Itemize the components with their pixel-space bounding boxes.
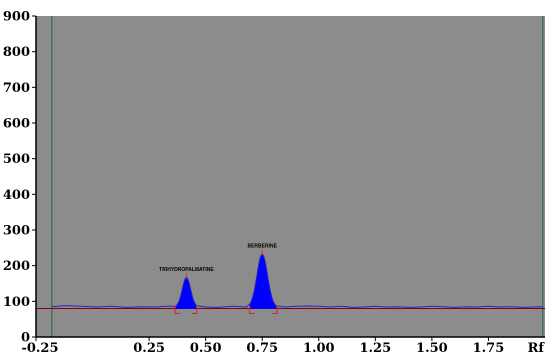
x-tick-label: -0.25 bbox=[21, 341, 58, 352]
y-tick-label: 700 bbox=[3, 81, 30, 96]
x-tick-label: 1.00 bbox=[303, 341, 335, 352]
trace-layer bbox=[51, 253, 543, 308]
x-tick-label: 0.25 bbox=[133, 341, 165, 352]
peak-labels: TRIHYDROPALMATINE BERBERINE bbox=[159, 244, 277, 273]
y-tick-label: 500 bbox=[3, 152, 30, 167]
peak-label-1: BERBERINE bbox=[247, 244, 277, 250]
trace-line bbox=[51, 253, 543, 308]
integration-marker-1-start bbox=[249, 305, 255, 314]
x-tick-label: 0.75 bbox=[246, 341, 278, 352]
y-tick-label: 900 bbox=[3, 10, 30, 25]
integration-markers bbox=[174, 249, 278, 314]
integration-marker-1-end bbox=[271, 305, 278, 314]
axes: 0 100 200 300 400 500 600 700 800 900 -0.25 0.25 0.5… bbox=[3, 10, 546, 352]
y-tick-label: 800 bbox=[3, 45, 30, 60]
x-axis-title: Rf bbox=[528, 341, 546, 352]
integration-marker-0-end bbox=[191, 305, 198, 314]
y-tick-label: 300 bbox=[3, 224, 30, 239]
plot-area bbox=[36, 16, 545, 337]
boundary-lines bbox=[36, 16, 545, 337]
y-tick-label: 200 bbox=[3, 259, 30, 274]
integration-marker-0-start bbox=[174, 305, 181, 314]
x-tick-label: 1.25 bbox=[359, 341, 391, 352]
y-tick-label: 0 bbox=[21, 331, 30, 346]
y-tick-label: 100 bbox=[3, 295, 30, 310]
y-tick-label: 400 bbox=[3, 188, 30, 203]
x-tick-label: 0.50 bbox=[190, 341, 222, 352]
x-tick-label: 1.50 bbox=[416, 341, 448, 352]
peak-label-0: TRIHYDROPALMATINE bbox=[159, 267, 214, 273]
x-tick-label: 1.75 bbox=[473, 341, 505, 352]
y-tick-label: 600 bbox=[3, 117, 30, 132]
